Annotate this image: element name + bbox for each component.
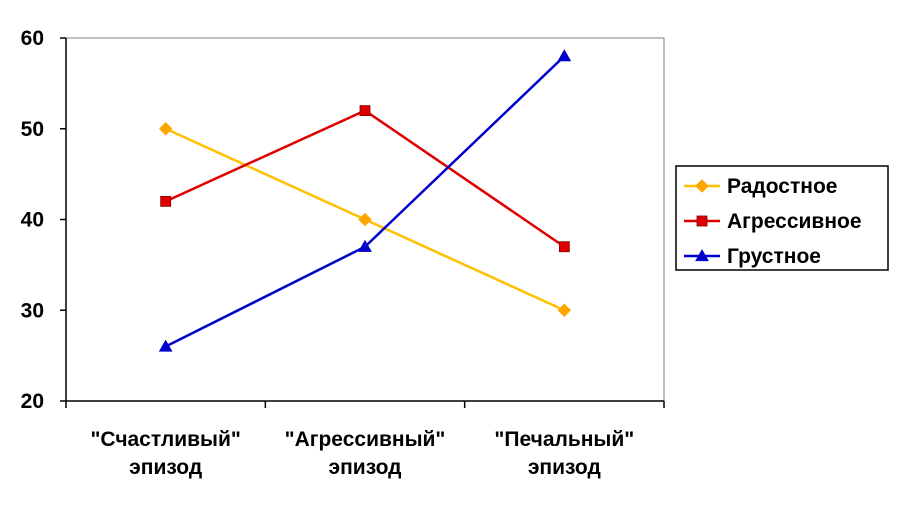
series-layer bbox=[158, 49, 572, 352]
y-tick-label: 60 bbox=[21, 27, 44, 50]
x-category-label-line: "Счастливый" bbox=[90, 428, 240, 451]
y-tick-label: 30 bbox=[21, 299, 44, 322]
data-point bbox=[358, 212, 372, 227]
data-point bbox=[558, 241, 570, 253]
axes bbox=[60, 37, 665, 408]
legend-item: Радостное bbox=[684, 175, 837, 198]
y-tick-label: 20 bbox=[21, 390, 44, 413]
data-point bbox=[557, 49, 572, 62]
series-1 bbox=[158, 121, 572, 318]
legend-label: Грустное bbox=[727, 245, 821, 268]
data-point bbox=[158, 121, 173, 136]
x-category-label-line: "Агрессивный" bbox=[285, 428, 446, 451]
data-point bbox=[158, 339, 173, 352]
series-3 bbox=[158, 49, 572, 352]
legend: Радостное Агрессивное Грустное bbox=[675, 165, 889, 271]
data-point bbox=[359, 105, 371, 116]
legend-box bbox=[675, 165, 889, 271]
data-point bbox=[557, 303, 572, 318]
legend-marker bbox=[696, 215, 708, 227]
x-category-label: "Агрессивный" эпизод bbox=[285, 428, 446, 479]
legend-label: Агрессивное bbox=[727, 210, 862, 233]
legend-label: Радостное bbox=[727, 175, 837, 198]
series-2 bbox=[160, 105, 570, 253]
data-point bbox=[358, 239, 372, 252]
x-category-label-line: эпизод bbox=[329, 456, 402, 479]
data-point bbox=[160, 195, 172, 207]
legend-item: Грустное bbox=[684, 245, 821, 268]
legend-item: Агрессивное bbox=[684, 210, 862, 233]
x-category-label-line: эпизод bbox=[528, 456, 601, 479]
y-tick-label: 40 bbox=[21, 209, 44, 232]
legend-marker bbox=[695, 179, 709, 193]
x-category-label-line: эпизод bbox=[129, 456, 202, 479]
x-category-label: "Печальный" эпизод bbox=[494, 428, 634, 479]
x-category-label-line: "Печальный" bbox=[494, 428, 634, 451]
legend-marker bbox=[695, 248, 709, 262]
x-category-label: "Счастливый" эпизод bbox=[90, 428, 240, 479]
y-tick-label: 50 bbox=[21, 118, 44, 141]
